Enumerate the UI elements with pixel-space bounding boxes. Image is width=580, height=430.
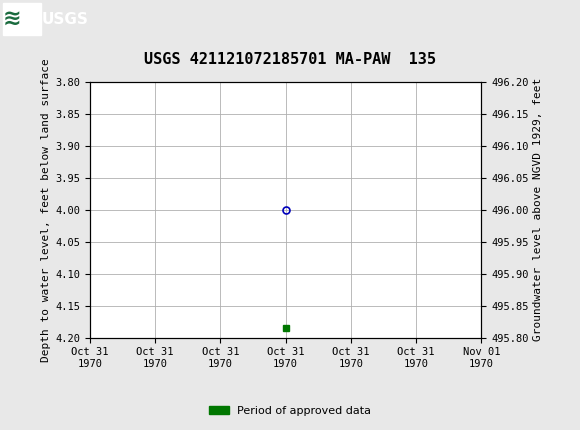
Y-axis label: Groundwater level above NGVD 1929, feet: Groundwater level above NGVD 1929, feet — [533, 78, 543, 341]
Y-axis label: Depth to water level, feet below land surface: Depth to water level, feet below land su… — [41, 58, 51, 362]
Legend: Period of approved data: Period of approved data — [204, 401, 376, 420]
FancyBboxPatch shape — [3, 3, 41, 35]
Text: USGS: USGS — [42, 12, 89, 27]
Text: USGS 421121072185701 MA-PAW  135: USGS 421121072185701 MA-PAW 135 — [144, 52, 436, 68]
Text: ≋: ≋ — [3, 9, 21, 29]
